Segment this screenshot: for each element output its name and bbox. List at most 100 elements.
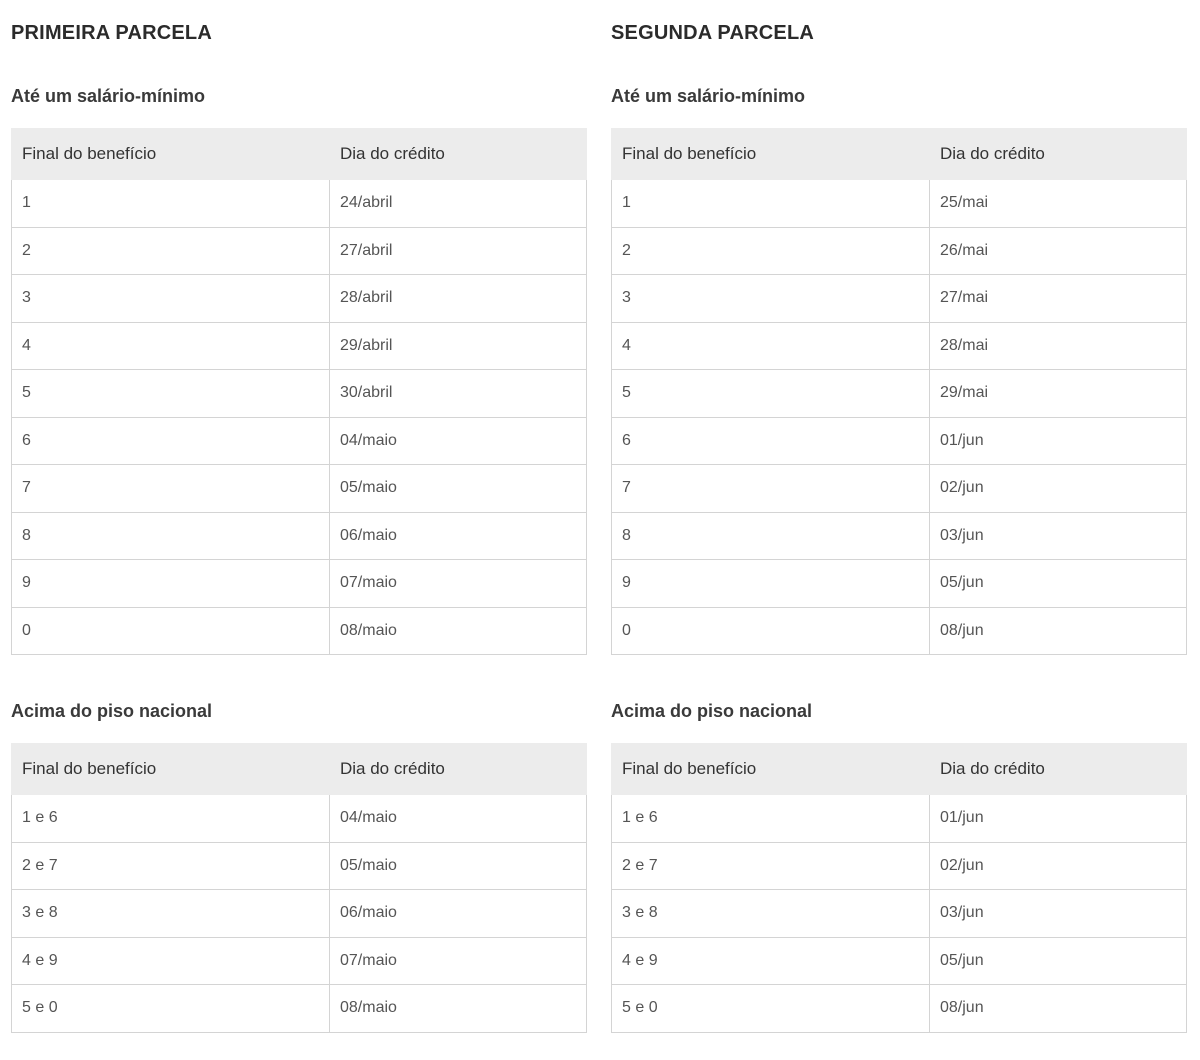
table-row: 2 26/mai — [611, 226, 1187, 275]
credit-date-cell: 08/jun — [929, 606, 1187, 655]
table-row: 8 03/jun — [611, 511, 1187, 560]
table-header-row: Final do benefício Dia do crédito — [11, 743, 587, 795]
column-header: Dia do crédito — [929, 128, 1187, 180]
credit-date-cell: 24/abril — [329, 179, 587, 228]
credit-date-cell: 27/abril — [329, 226, 587, 275]
benefit-final-cell: 5 — [611, 369, 930, 418]
credit-date-cell: 08/maio — [329, 984, 587, 1033]
benefit-final-cell: 1 e 6 — [11, 794, 330, 843]
table-row: 8 06/maio — [11, 511, 587, 560]
credit-date-cell: 08/jun — [929, 984, 1187, 1033]
benefit-final-cell: 4 e 9 — [11, 936, 330, 985]
benefit-final-cell: 9 — [11, 559, 330, 608]
table-row: 4 29/abril — [11, 321, 587, 370]
credit-date-cell: 05/jun — [929, 936, 1187, 985]
credit-date-cell: 04/maio — [329, 794, 587, 843]
table-row: 0 08/jun — [611, 606, 1187, 655]
credit-date-cell: 29/abril — [329, 321, 587, 370]
credit-date-cell: 07/maio — [329, 936, 587, 985]
column-header: Dia do crédito — [929, 743, 1187, 795]
table-row: 0 08/maio — [11, 606, 587, 655]
benefit-final-cell: 3 e 8 — [611, 889, 930, 938]
group-subtitle: Até um salário-mínimo — [11, 86, 206, 106]
column-header: Final do benefício — [11, 128, 330, 180]
schedule-table: Final do benefício Dia do crédito 1 e 6 01/… — [611, 743, 1187, 1033]
benefit-final-cell: 1 e 6 — [611, 794, 930, 843]
table-row: 2 e 7 05/maio — [11, 841, 587, 890]
table-row: 3 e 8 03/jun — [611, 889, 1187, 938]
credit-date-cell: 05/maio — [329, 841, 587, 890]
table-row: 4 e 9 05/jun — [611, 936, 1187, 985]
schedule-table: Final do benefício Dia do crédito 1 24/abri… — [11, 128, 587, 655]
credit-date-cell: 05/maio — [329, 464, 587, 513]
table-row: 2 e 7 02/jun — [611, 841, 1187, 890]
credit-date-cell: 06/maio — [329, 511, 587, 560]
table-row: 6 04/maio — [11, 416, 587, 465]
table-header-row: Final do benefício Dia do crédito — [11, 128, 587, 180]
credit-date-cell: 02/jun — [929, 464, 1187, 513]
benefit-final-cell: 4 e 9 — [611, 936, 930, 985]
credit-date-cell: 05/jun — [929, 559, 1187, 608]
table-row: 9 05/jun — [611, 559, 1187, 608]
benefit-final-cell: 5 e 0 — [11, 984, 330, 1033]
table-row: 1 e 6 04/maio — [11, 794, 587, 843]
credit-date-cell: 04/maio — [329, 416, 587, 465]
benefit-final-cell: 7 — [11, 464, 330, 513]
group-subtitle: Até um salário-mínimo — [611, 86, 806, 106]
benefit-final-cell: 1 — [11, 179, 330, 228]
column-header: Final do benefício — [11, 743, 330, 795]
group-subtitle: Acima do piso nacional — [611, 701, 813, 721]
schedule-table: Final do benefício Dia do crédito 1 25/mai 2… — [611, 128, 1187, 655]
table-row: 1 25/mai — [611, 179, 1187, 228]
section-title: SEGUNDA PARCELA — [611, 22, 815, 44]
table-row: 3 28/abril — [11, 274, 587, 323]
credit-date-cell: 01/jun — [929, 794, 1187, 843]
benefit-final-cell: 0 — [611, 606, 930, 655]
benefit-final-cell: 8 — [611, 511, 930, 560]
group-subtitle: Acima do piso nacional — [11, 701, 213, 721]
table-row: 1 24/abril — [11, 179, 587, 228]
column-header: Dia do crédito — [329, 128, 587, 180]
column-header: Dia do crédito — [329, 743, 587, 795]
credit-date-cell: 28/abril — [329, 274, 587, 323]
credit-date-cell: 28/mai — [929, 321, 1187, 370]
benefit-final-cell: 2 — [611, 226, 930, 275]
table-row: 9 07/maio — [11, 559, 587, 608]
benefit-final-cell: 2 e 7 — [11, 841, 330, 890]
benefit-final-cell: 3 e 8 — [11, 889, 330, 938]
credit-date-cell: 07/maio — [329, 559, 587, 608]
benefit-final-cell: 8 — [11, 511, 330, 560]
credit-date-cell: 29/mai — [929, 369, 1187, 418]
benefit-final-cell: 4 — [611, 321, 930, 370]
table-row: 3 27/mai — [611, 274, 1187, 323]
table-row: 5 29/mai — [611, 369, 1187, 418]
benefit-final-cell: 7 — [611, 464, 930, 513]
table-header-row: Final do benefício Dia do crédito — [611, 128, 1187, 180]
table-row: 2 27/abril — [11, 226, 587, 275]
table-header-row: Final do benefício Dia do crédito — [611, 743, 1187, 795]
section-title: PRIMEIRA PARCELA — [11, 22, 212, 44]
credit-date-cell: 27/mai — [929, 274, 1187, 323]
table-row: 4 28/mai — [611, 321, 1187, 370]
credit-date-cell: 25/mai — [929, 179, 1187, 228]
table-row: 5 e 0 08/maio — [11, 984, 587, 1033]
table-row: 4 e 9 07/maio — [11, 936, 587, 985]
table-row: 1 e 6 01/jun — [611, 794, 1187, 843]
credit-date-cell: 02/jun — [929, 841, 1187, 890]
benefit-final-cell: 5 — [11, 369, 330, 418]
table-row: 5 e 0 08/jun — [611, 984, 1187, 1033]
benefit-final-cell: 2 e 7 — [611, 841, 930, 890]
table-row: 5 30/abril — [11, 369, 587, 418]
benefit-final-cell: 5 e 0 — [611, 984, 930, 1033]
table-row: 7 02/jun — [611, 464, 1187, 513]
schedule-table: Final do benefício Dia do crédito 1 e 6 04/… — [11, 743, 587, 1033]
benefit-final-cell: 3 — [611, 274, 930, 323]
table-row: 3 e 8 06/maio — [11, 889, 587, 938]
benefit-final-cell: 4 — [11, 321, 330, 370]
credit-date-cell: 06/maio — [329, 889, 587, 938]
credit-date-cell: 03/jun — [929, 889, 1187, 938]
column-header: Final do benefício — [611, 128, 930, 180]
benefit-final-cell: 9 — [611, 559, 930, 608]
table-row: 6 01/jun — [611, 416, 1187, 465]
column-header: Final do benefício — [611, 743, 930, 795]
